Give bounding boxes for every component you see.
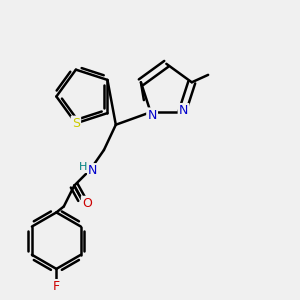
Text: F: F <box>53 280 60 293</box>
Text: N: N <box>88 164 98 177</box>
Text: H: H <box>79 162 87 172</box>
Text: N: N <box>179 104 188 117</box>
Text: N: N <box>147 109 157 122</box>
Text: S: S <box>72 117 80 130</box>
Text: O: O <box>82 197 92 210</box>
